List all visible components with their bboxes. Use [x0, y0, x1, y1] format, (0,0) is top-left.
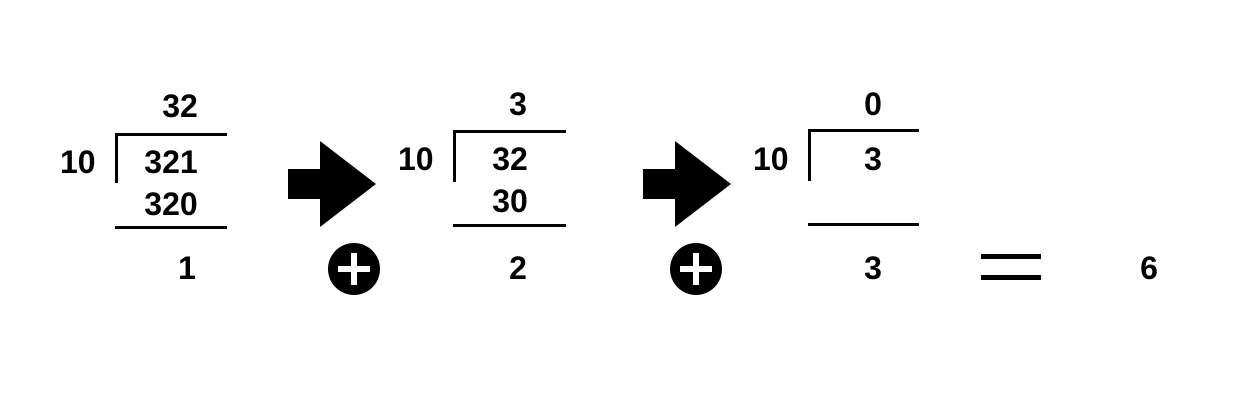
subtraction-line-2 — [453, 224, 566, 227]
remainder-3: 3 — [864, 250, 882, 286]
divisor-3: 10 — [753, 141, 789, 177]
division-bracket-1 — [115, 133, 118, 183]
right-arrow-icon — [643, 141, 731, 227]
plus-circle-icon — [328, 243, 380, 295]
quotient-2: 3 — [509, 86, 527, 122]
quotient-1: 32 — [162, 88, 198, 124]
division-bar-1 — [115, 133, 227, 136]
divisor-2: 10 — [398, 141, 434, 177]
subtraction-line-3 — [808, 223, 919, 226]
dividend-1: 321 — [144, 144, 198, 180]
division-bar-2 — [453, 130, 566, 133]
subtracted-1: 320 — [144, 186, 198, 222]
dividend-2: 32 — [492, 141, 528, 177]
dividend-3: 3 — [864, 141, 882, 177]
remainder-2: 2 — [509, 250, 527, 286]
plus-circle-icon — [670, 243, 722, 295]
quotient-3: 0 — [864, 86, 882, 122]
division-bracket-2 — [453, 130, 456, 182]
subtracted-2: 30 — [492, 183, 528, 219]
right-arrow-icon — [288, 141, 376, 227]
subtraction-line-1 — [115, 226, 227, 229]
result-value: 6 — [1140, 250, 1158, 286]
division-bracket-3 — [808, 129, 811, 181]
equals-sign-icon — [981, 254, 1041, 280]
divisor-1: 10 — [60, 144, 96, 180]
remainder-1: 1 — [178, 250, 196, 286]
division-bar-3 — [808, 129, 919, 132]
